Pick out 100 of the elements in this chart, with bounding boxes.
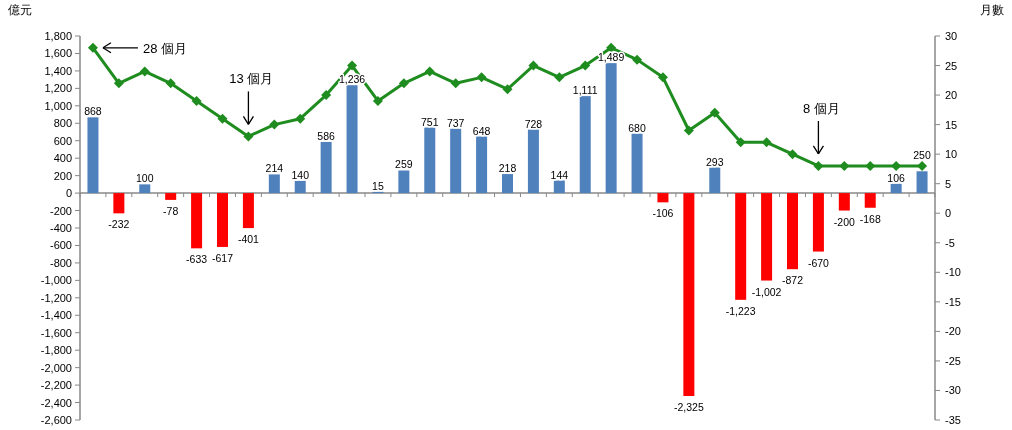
data-label: 259 — [395, 158, 413, 171]
data-label: 144 — [550, 168, 569, 181]
bar — [864, 193, 876, 208]
y2-tick-label: 25 — [945, 59, 958, 72]
point — [424, 66, 435, 77]
bar — [242, 193, 254, 229]
point — [217, 113, 228, 124]
bar — [502, 174, 513, 194]
bar — [657, 193, 669, 203]
point — [787, 149, 798, 160]
data-label: -2,325 — [673, 401, 704, 413]
point — [632, 54, 643, 65]
y2-tick-label: 20 — [945, 89, 958, 102]
data-label: 648 — [472, 124, 491, 137]
bar — [139, 184, 151, 194]
bar — [87, 117, 99, 194]
data-label: 1,489 — [598, 51, 625, 64]
y-tick-label: -600 — [49, 239, 72, 252]
y-tick-label: 400 — [53, 152, 72, 165]
y2-tick-label: 5 — [945, 177, 952, 190]
y2-tick-label: -20 — [945, 325, 961, 338]
data-label: 586 — [317, 129, 336, 142]
y2-tick-label: 10 — [945, 148, 958, 161]
y-tick-label: 1,800 — [44, 30, 72, 42]
bar — [838, 193, 850, 211]
data-label: 250 — [913, 148, 931, 161]
y-tick-label: 800 — [53, 117, 72, 130]
point — [372, 95, 383, 106]
data-label: -106 — [652, 207, 674, 220]
bar — [812, 193, 824, 252]
data-label: -401 — [237, 233, 260, 246]
bar — [916, 171, 928, 194]
annotation: 13 個月 — [229, 71, 274, 87]
data-label: 868 — [84, 105, 102, 118]
data-label: 140 — [291, 168, 310, 181]
point — [528, 60, 539, 71]
data-label: 106 — [887, 171, 906, 184]
point — [191, 95, 202, 106]
point — [761, 137, 772, 148]
data-label: -1,002 — [751, 285, 782, 298]
data-label: 218 — [498, 162, 517, 175]
y2-axis-title: 月數 — [980, 3, 1004, 17]
data-label: -200 — [833, 215, 855, 228]
point — [839, 160, 850, 171]
y-tick-label: 1,000 — [44, 99, 72, 112]
y-tick-label: 1,400 — [44, 64, 72, 77]
bar — [527, 129, 539, 194]
data-label: 293 — [706, 155, 724, 168]
point — [87, 42, 98, 53]
bar — [450, 128, 462, 194]
y-tick-label: 600 — [53, 134, 72, 147]
y-tick-label: 0 — [65, 187, 72, 200]
data-label: 15 — [372, 179, 384, 192]
y-tick-label: -800 — [49, 256, 72, 269]
y-tick-label: 200 — [53, 169, 72, 182]
data-label: -670 — [807, 256, 830, 269]
y-tick-label: -1,800 — [40, 344, 72, 357]
y2-tick-label: -10 — [945, 266, 961, 279]
data-label: 737 — [446, 116, 465, 129]
y-tick-label: 1,200 — [44, 82, 72, 95]
bar — [735, 193, 747, 300]
annotation: 28 個月 — [142, 40, 188, 56]
y2-tick-label: -5 — [945, 236, 955, 249]
point — [398, 78, 409, 89]
data-label: 728 — [524, 117, 543, 130]
bar — [320, 141, 332, 194]
point — [606, 42, 617, 53]
bar — [761, 193, 773, 281]
y2-tick-label: 0 — [945, 207, 952, 220]
y-tick-label: -1,200 — [40, 291, 72, 304]
point — [554, 72, 565, 83]
y-axis-title: 億元 — [8, 3, 32, 17]
data-label: 1,111 — [572, 84, 598, 97]
bar — [294, 180, 306, 194]
point — [113, 78, 124, 89]
data-label: -78 — [163, 204, 179, 217]
point — [139, 66, 150, 77]
bar — [683, 193, 695, 396]
y2-tick-label: 15 — [945, 118, 958, 131]
bar — [346, 85, 358, 194]
bar — [890, 183, 902, 194]
y-tick-label: -2,000 — [40, 361, 72, 374]
y2-tick-label: -15 — [945, 295, 961, 308]
point — [735, 137, 746, 148]
y2-tick-label: 30 — [945, 30, 958, 42]
bar — [268, 174, 280, 194]
data-label: -617 — [211, 251, 234, 264]
bar — [165, 193, 177, 200]
y-tick-label: -200 — [49, 204, 72, 217]
y-tick-label: -1,400 — [40, 309, 72, 322]
bar — [113, 193, 125, 214]
point — [580, 60, 591, 71]
annotation: 8 個月 — [802, 100, 840, 116]
point — [813, 160, 824, 171]
y-tick-label: -2,600 — [40, 414, 72, 426]
point — [683, 125, 694, 136]
data-label: 100 — [136, 172, 154, 185]
point — [917, 160, 928, 171]
y-tick-label: -2,200 — [40, 379, 72, 392]
point — [476, 72, 487, 83]
